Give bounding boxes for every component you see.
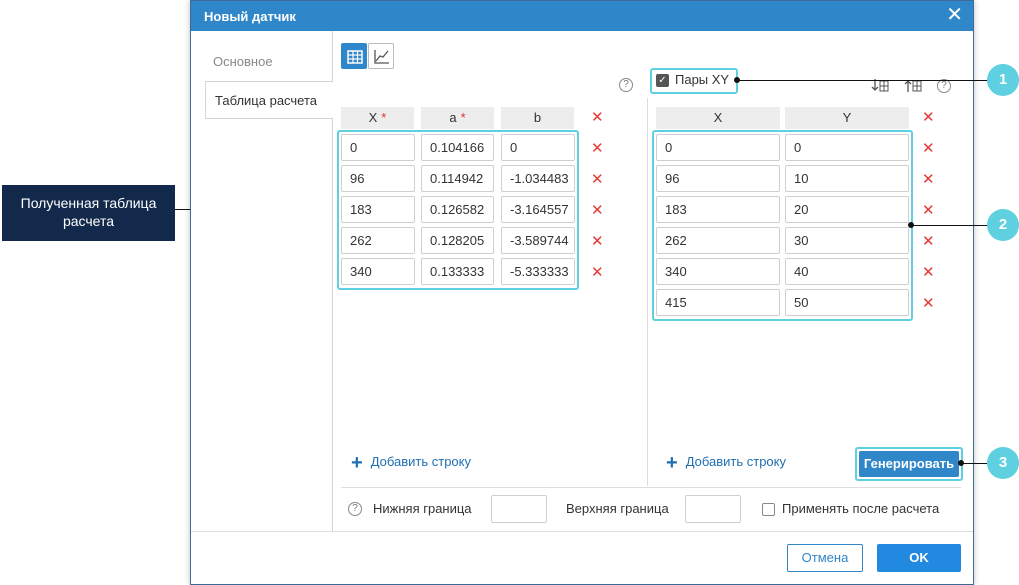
upper-bound-input[interactable] [685, 495, 741, 523]
annotation-badge-2: 2 [987, 209, 1019, 241]
table-view-button[interactable] [341, 43, 367, 69]
dialog-titlebar: Новый датчик ✕ [191, 1, 973, 31]
xy-cell[interactable]: 0 [656, 134, 780, 161]
calc-header-a-label: a [449, 110, 457, 125]
calc-header-a: a * [421, 107, 494, 129]
calc-cell[interactable]: 0.114942 [421, 165, 494, 192]
xy-header-y-label: Y [842, 110, 852, 125]
delete-row-icon[interactable]: ✕ [922, 264, 935, 281]
xy-cell[interactable]: 415 [656, 289, 780, 316]
dialog-title: Новый датчик [204, 9, 296, 24]
export-icon[interactable] [904, 78, 922, 94]
bounds-divider [341, 487, 961, 488]
xy-cell[interactable]: 0 [785, 134, 909, 161]
xy-cell[interactable]: 183 [656, 196, 780, 223]
lower-bound-input[interactable] [491, 495, 547, 523]
xy-cell[interactable]: 10 [785, 165, 909, 192]
calc-cell[interactable]: 340 [341, 258, 415, 285]
new-sensor-dialog: Новый датчик ✕ Основное Таблица расчета … [190, 0, 974, 585]
chart-view-button[interactable] [368, 43, 394, 69]
calc-cell[interactable]: -5.333333 [501, 258, 575, 285]
annotation-callout-text: Полученная таблица расчета [20, 195, 157, 229]
delete-row-icon[interactable]: ✕ [591, 171, 604, 188]
xy-cell[interactable]: 340 [656, 258, 780, 285]
xy-cell[interactable]: 30 [785, 227, 909, 254]
xy-header-y: Y [785, 107, 909, 129]
delete-all-calc-icon[interactable]: ✕ [591, 109, 604, 126]
delete-row-icon[interactable]: ✕ [922, 202, 935, 219]
tab-calc-table-label: Таблица расчета [215, 93, 318, 108]
apply-after-calc-label: Применять после расчета [782, 501, 940, 516]
help-icon-bounds[interactable]: ? [348, 502, 362, 516]
table-icon [347, 50, 363, 64]
cancel-button[interactable]: Отмена [787, 544, 863, 572]
xy-cell[interactable]: 40 [785, 258, 909, 285]
add-row-xy-label: Добавить строку [685, 454, 786, 469]
import-icon[interactable] [871, 78, 889, 94]
plus-icon: + [351, 452, 363, 474]
calc-cell[interactable]: 0 [341, 134, 415, 161]
add-row-calc-label: Добавить строку [370, 454, 471, 469]
required-mark: * [460, 110, 466, 125]
xy-cell[interactable]: 262 [656, 227, 780, 254]
calc-cell[interactable]: 262 [341, 227, 415, 254]
calc-cell[interactable]: 96 [341, 165, 415, 192]
annotation-line-3 [961, 463, 988, 464]
ok-button[interactable]: OK [877, 544, 961, 572]
tab-basic[interactable]: Основное [213, 54, 273, 69]
generate-button[interactable]: Генерировать [859, 451, 959, 477]
lower-bound-label: Нижняя граница [373, 501, 472, 516]
calc-cell[interactable]: 0 [501, 134, 575, 161]
calc-cell[interactable]: -1.034483 [501, 165, 575, 192]
apply-after-calc-checkbox[interactable] [762, 503, 775, 516]
delete-row-icon[interactable]: ✕ [591, 140, 604, 157]
calc-header-b: b [501, 107, 574, 129]
help-icon-xy[interactable]: ? [937, 79, 951, 93]
delete-row-icon[interactable]: ✕ [922, 295, 935, 312]
xy-cell[interactable]: 20 [785, 196, 909, 223]
delete-row-icon[interactable]: ✕ [591, 264, 604, 281]
close-icon[interactable]: ✕ [946, 4, 963, 26]
annotation-badge-1: 1 [987, 64, 1019, 96]
add-row-calc-button[interactable]: + Добавить строку [351, 452, 471, 475]
add-row-xy-button[interactable]: + Добавить строку [666, 452, 786, 475]
calc-cell[interactable]: -3.164557 [501, 196, 575, 223]
calc-cell[interactable]: 0.128205 [421, 227, 494, 254]
calc-cell[interactable]: 0.133333 [421, 258, 494, 285]
calc-cell[interactable]: 0.104166 [421, 134, 494, 161]
calc-cell[interactable]: -3.589744 [501, 227, 575, 254]
delete-row-icon[interactable]: ✕ [591, 202, 604, 219]
annotation-callout-calc-table: Полученная таблица расчета [2, 185, 175, 241]
delete-row-icon[interactable]: ✕ [922, 171, 935, 188]
upper-bound-label: Верхняя граница [566, 501, 669, 516]
xy-cell[interactable]: 96 [656, 165, 780, 192]
tabs-divider [332, 31, 333, 531]
annotation-badge-3: 3 [987, 447, 1019, 479]
plus-icon: + [666, 452, 678, 474]
delete-row-icon[interactable]: ✕ [922, 233, 935, 250]
xy-header-x: X [656, 107, 780, 129]
calc-cell[interactable]: 183 [341, 196, 415, 223]
chart-icon [374, 50, 389, 64]
tab-calc-table[interactable]: Таблица расчета [205, 81, 333, 119]
delete-row-icon[interactable]: ✕ [591, 233, 604, 250]
footer-divider [191, 531, 973, 532]
required-mark: * [381, 110, 387, 125]
calc-cell[interactable]: 0.126582 [421, 196, 494, 223]
column-divider [647, 98, 648, 486]
delete-all-xy-icon[interactable]: ✕ [922, 109, 935, 126]
xy-cell[interactable]: 50 [785, 289, 909, 316]
annotation-line-2 [911, 225, 988, 226]
calc-header-x-label: X [368, 110, 378, 125]
xy-pairs-checkbox[interactable]: ✓ [656, 74, 669, 87]
calc-header-x: X * [341, 107, 414, 129]
xy-pairs-label: Пары XY [675, 72, 730, 87]
xy-header-x-label: X [713, 110, 723, 125]
annotation-line-1 [737, 80, 988, 81]
calc-header-b-label: b [533, 110, 542, 125]
help-icon-calc[interactable]: ? [619, 78, 633, 92]
delete-row-icon[interactable]: ✕ [922, 140, 935, 157]
